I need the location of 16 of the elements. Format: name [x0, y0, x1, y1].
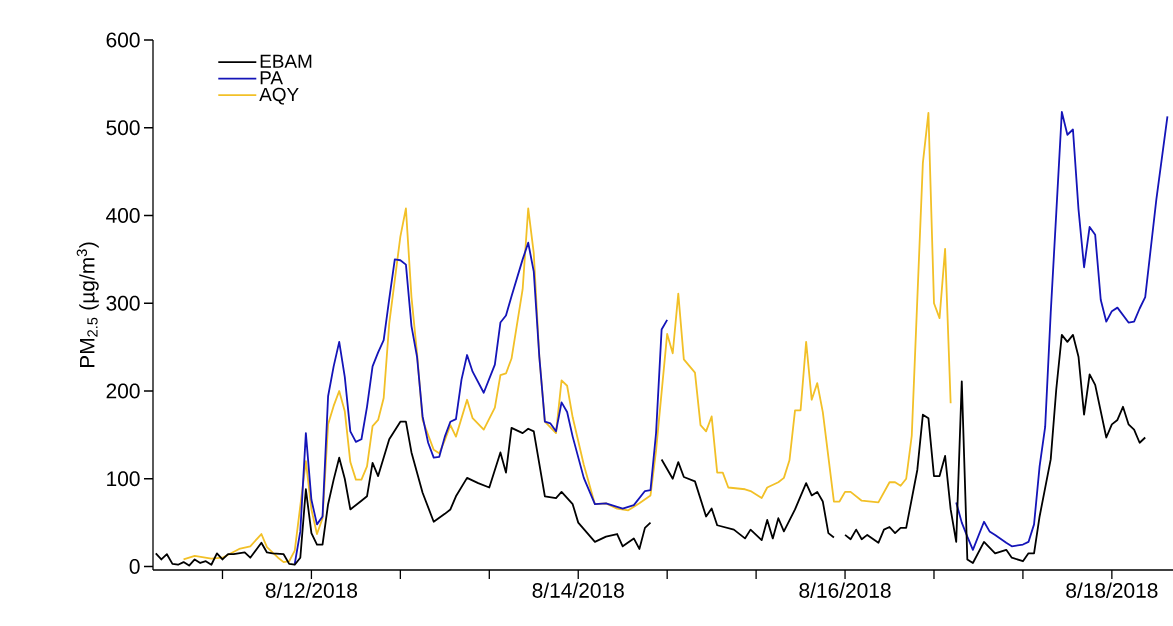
y-tick-label: 500 — [106, 120, 140, 136]
y-tick-label: 100 — [107, 471, 140, 487]
y-tick-label: 600 — [106, 32, 140, 48]
y-tick-label: 300 — [106, 295, 140, 311]
x-tick-label: 8/16/2018 — [799, 582, 891, 598]
legend-label: EBAM — [260, 54, 312, 68]
y-tick-label: 200 — [106, 383, 140, 399]
y-tick-label: 0 — [129, 559, 140, 574]
legend-label: AQY — [259, 87, 299, 105]
line-series — [182, 111, 952, 563]
legend-label: PA — [260, 71, 283, 85]
x-tick-label: 8/18/2018 — [1066, 582, 1158, 598]
x-tick-label: 8/14/2018 — [532, 582, 624, 598]
y-axis-title: PM$_{2.5}$ (µg/m$^{3}$) — [76, 242, 99, 368]
x-tick-label: 8/12/2018 — [265, 582, 358, 598]
y-tick-label: 400 — [106, 208, 140, 223]
